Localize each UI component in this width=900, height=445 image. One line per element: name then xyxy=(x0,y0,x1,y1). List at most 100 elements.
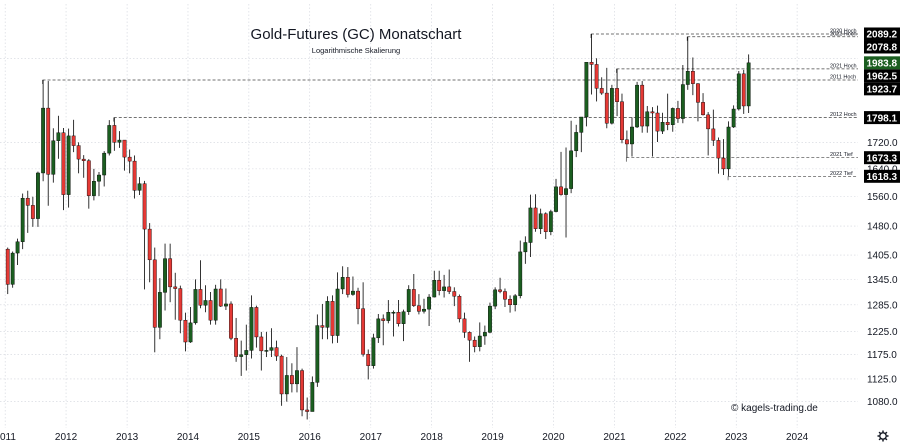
candle xyxy=(284,357,289,402)
candle xyxy=(685,36,690,90)
x-tick-label: 2013 xyxy=(116,432,139,443)
x-tick-label: 2020 xyxy=(542,432,565,443)
candle-body xyxy=(356,290,360,309)
candle-body xyxy=(594,64,599,89)
candle-body xyxy=(157,292,162,328)
candle-body xyxy=(564,188,568,195)
candle-body xyxy=(665,122,670,125)
candle-body xyxy=(488,305,492,333)
x-tick-label: 2018 xyxy=(421,432,444,443)
candle-body xyxy=(518,251,523,296)
candle-body xyxy=(559,186,563,195)
candle-body xyxy=(218,288,223,307)
candle-body xyxy=(650,111,655,114)
candle-body xyxy=(137,183,142,191)
candle xyxy=(477,322,482,352)
candle-body xyxy=(584,62,589,118)
x-tick-label: 2012 xyxy=(55,432,78,443)
settings-gear-icon[interactable] xyxy=(877,430,889,442)
candle xyxy=(381,314,386,346)
candle xyxy=(635,81,639,128)
candle xyxy=(234,317,239,362)
candle xyxy=(229,301,233,341)
candle xyxy=(157,278,162,340)
price-box-label: 1983.8 xyxy=(867,59,898,70)
candle-body xyxy=(676,108,680,119)
candle-body xyxy=(609,88,614,124)
candle xyxy=(213,284,218,325)
candle-body xyxy=(523,242,528,253)
price-box-bg xyxy=(864,27,900,41)
reference-line-label: 2020 Hoch xyxy=(830,28,857,34)
candle xyxy=(320,303,325,340)
candle-body xyxy=(447,286,452,292)
candle-body xyxy=(437,280,442,291)
candle xyxy=(122,139,127,171)
candle-body xyxy=(655,112,660,132)
price-box-bg xyxy=(864,69,900,83)
candle-body xyxy=(122,139,127,158)
price-box: 1962.5 xyxy=(864,69,900,83)
candle xyxy=(731,105,736,128)
candle-body xyxy=(391,312,396,314)
candle-body xyxy=(554,186,558,212)
candle-body xyxy=(493,289,498,307)
y-tick-label: 1345.0 xyxy=(867,275,898,286)
candle-body xyxy=(244,350,249,355)
candle xyxy=(81,155,86,178)
reference-line-label: 2022 Hoch xyxy=(830,31,857,37)
candle xyxy=(203,285,208,313)
candle xyxy=(335,272,340,343)
candle-body xyxy=(213,288,218,321)
candle-body xyxy=(640,84,645,127)
candle xyxy=(20,193,25,250)
candle xyxy=(356,287,360,325)
candle-body xyxy=(127,156,132,162)
candle-body xyxy=(579,116,584,133)
candle xyxy=(351,276,355,296)
candle-body xyxy=(706,114,711,130)
candle-body xyxy=(5,248,10,285)
candle-body xyxy=(477,335,482,347)
candle-body xyxy=(711,128,716,141)
candle xyxy=(46,81,51,206)
candle xyxy=(325,296,330,340)
candle xyxy=(411,274,416,307)
candle-body xyxy=(462,318,467,333)
candle xyxy=(706,112,711,156)
candle-body xyxy=(239,354,244,357)
candle-body xyxy=(528,207,533,243)
price-box-label: 1798.1 xyxy=(867,113,898,124)
x-tick-label: 2021 xyxy=(603,432,626,443)
candle xyxy=(188,306,193,343)
candle xyxy=(741,69,746,114)
candle-body xyxy=(645,111,650,127)
candle-body xyxy=(269,347,274,351)
candle xyxy=(315,314,320,387)
x-tick-label: 2023 xyxy=(725,432,748,443)
candle xyxy=(620,93,624,144)
price-box-label: 2089.2 xyxy=(867,30,898,41)
candle-body xyxy=(20,197,25,242)
candle xyxy=(467,331,472,362)
reference-line-label: 2021 Hoch xyxy=(830,63,857,69)
price-box: 1923.7 xyxy=(864,82,900,96)
candle xyxy=(86,159,91,209)
candle xyxy=(488,302,492,334)
price-box-bg xyxy=(864,56,900,70)
candle xyxy=(640,81,645,133)
candle-body xyxy=(351,290,355,295)
candle-body xyxy=(117,139,122,143)
chart-subtitle: Logarithmische Skalierung xyxy=(312,46,400,55)
candle xyxy=(239,340,244,376)
candle-body xyxy=(36,172,40,219)
candle-body xyxy=(92,181,96,196)
candle-body xyxy=(208,300,213,321)
candle-body xyxy=(746,62,751,107)
candle-body xyxy=(498,289,502,292)
candle xyxy=(493,287,498,310)
candle-body xyxy=(731,108,736,128)
candle xyxy=(244,324,249,371)
candle xyxy=(599,77,604,95)
